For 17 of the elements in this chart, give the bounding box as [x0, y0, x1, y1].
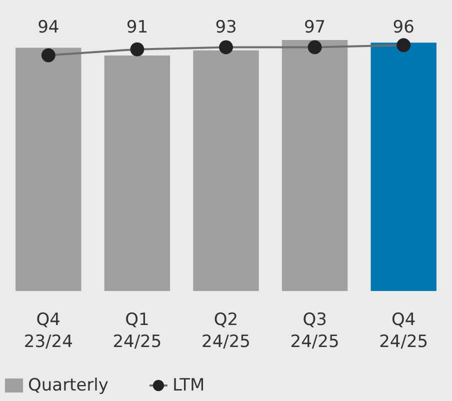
data-label: 93: [215, 18, 237, 38]
x-tick-label: Q1 24/25: [112, 310, 162, 352]
data-label: 97: [304, 18, 326, 38]
x-tick-label: Q3 24/25: [290, 310, 340, 352]
bar: [370, 42, 436, 291]
data-label: 96: [392, 18, 414, 38]
legend-label: Quarterly: [28, 376, 108, 396]
data-label: 91: [126, 18, 148, 38]
bar: [16, 48, 82, 291]
legend-label: LTM: [172, 376, 205, 396]
bar: [282, 40, 348, 291]
x-tick-label: Q2 24/25: [202, 310, 250, 352]
bar: [104, 56, 170, 291]
x-tick-label: Q4 24/25: [379, 310, 428, 352]
bar: [193, 50, 259, 291]
data-label: 94: [38, 18, 60, 38]
x-tick-label: Q4 23/24: [24, 310, 73, 352]
